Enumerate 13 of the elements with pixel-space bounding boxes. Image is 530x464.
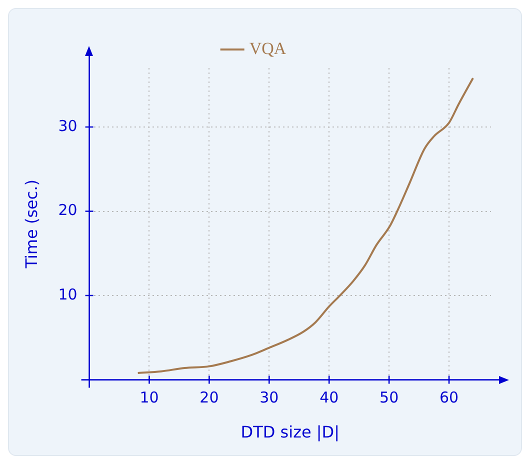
y-axis-title: Time (sec.): [22, 180, 41, 270]
x-tick-label: 10: [140, 388, 159, 407]
x-tick-label: 40: [320, 388, 339, 407]
y-tick-label: 10: [58, 285, 78, 304]
x-tick-label: 30: [260, 388, 279, 407]
line-series: [136, 77, 474, 374]
x-tick-label: 20: [200, 388, 219, 407]
x-axis-title: DTD size |D|: [240, 422, 340, 442]
legend-label: VQA: [249, 38, 287, 58]
x-tick-label: 50: [380, 388, 399, 407]
y-tick-label: 20: [58, 201, 78, 220]
y-tick-label: 30: [58, 116, 78, 135]
x-tick-label: 60: [439, 388, 459, 407]
